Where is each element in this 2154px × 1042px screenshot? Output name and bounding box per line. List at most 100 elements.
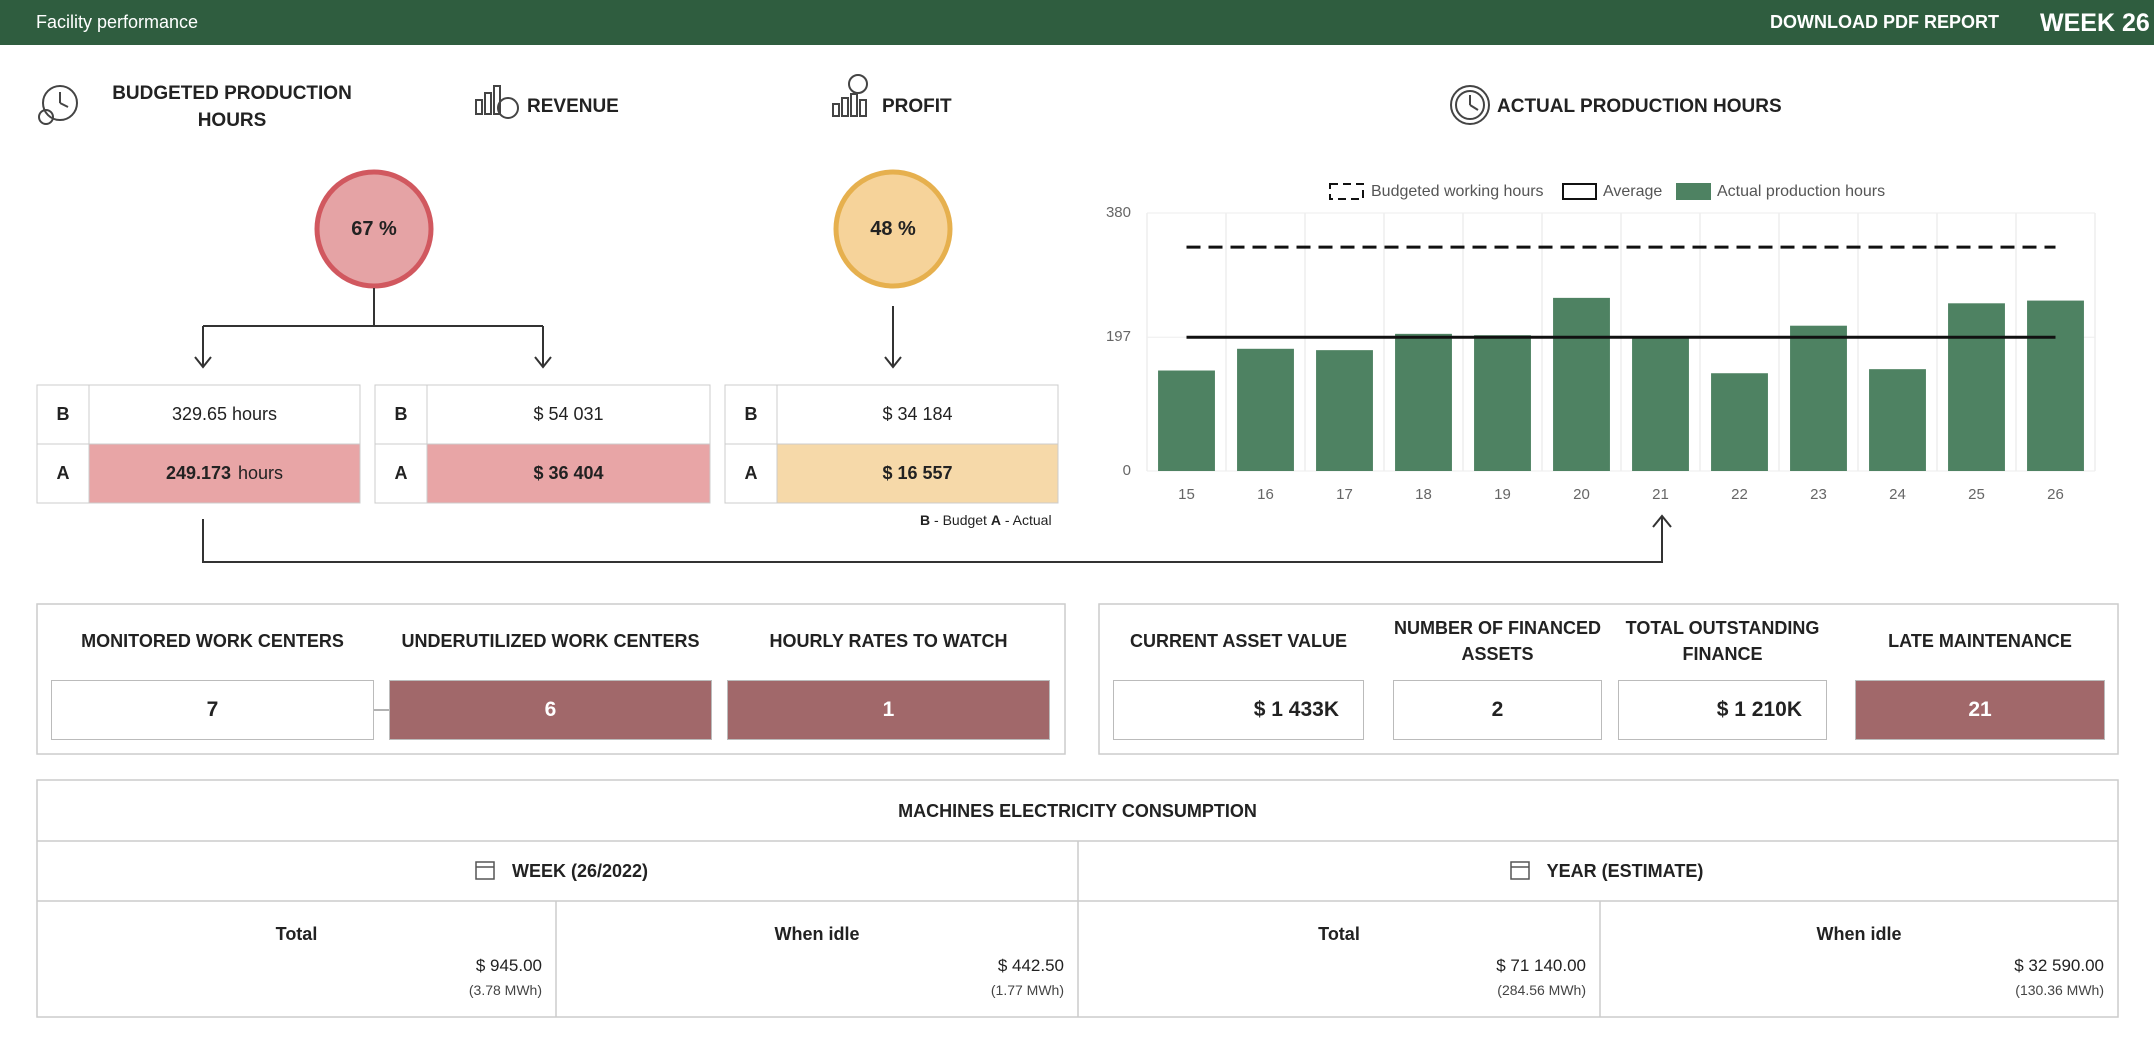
- kpi-title: PROFIT: [882, 96, 952, 117]
- table-cell: [36, 384, 90, 445]
- cell-value: $ 945.00: [475, 956, 542, 975]
- cell-energy: (130.36 MWh): [2015, 982, 2104, 998]
- bar: [1158, 370, 1215, 471]
- note-text: - Actual: [1004, 512, 1052, 528]
- x-tick-label: 20: [1573, 486, 1590, 503]
- row-key: B: [394, 404, 408, 424]
- table-cell: [776, 384, 1059, 445]
- note-text: - Budget: [934, 512, 987, 528]
- tile-title: UNDERUTILIZED WORK CENTERS: [401, 631, 700, 651]
- tile-value: 2: [1393, 680, 1602, 740]
- table-cell: [374, 443, 428, 504]
- note-key: B: [920, 512, 931, 528]
- x-tick-label: 25: [1968, 486, 1985, 503]
- header-bar: [0, 0, 2154, 45]
- bar: [1553, 297, 1610, 471]
- production-chart: 0 197 380 15 16 17 18 19 20 21 22 23 24 25 26 Budgeted …: [1106, 183, 2096, 503]
- actual-value: 249.173: [165, 463, 232, 483]
- cell-label: When idle: [1816, 924, 1902, 944]
- tile-value: 21: [1855, 680, 2105, 740]
- x-tick-label: 17: [1336, 486, 1353, 503]
- bar: [1474, 335, 1531, 471]
- tile-title: CURRENT ASSET VALUE: [1129, 631, 1347, 651]
- cell-label: Total: [275, 924, 318, 944]
- section-frames: [36, 603, 2119, 1018]
- cell-energy: (284.56 MWh): [1497, 982, 1586, 998]
- chart-title: ACTUAL PRODUCTION HOURS: [1497, 96, 1782, 117]
- tile-value: $ 1 433K: [1113, 680, 1364, 740]
- legend-label: Average: [1603, 183, 1662, 200]
- download-button[interactable]: DOWNLOAD PDF REPORT: [1770, 12, 1999, 32]
- cell-label: When idle: [774, 924, 860, 944]
- tile-title: NUMBER OF FINANCED ASSETS: [1394, 618, 1601, 664]
- x-tick-label: 15: [1178, 486, 1195, 503]
- tile-title: HOURLY RATES TO WATCH: [769, 631, 1008, 651]
- cell-energy: (1.77 MWh): [990, 982, 1064, 998]
- table-value: 329.65 hours: [171, 404, 278, 424]
- page-title: Facility performance: [36, 12, 199, 32]
- cell-label: Total: [1318, 924, 1360, 944]
- tile-title: MONITORED WORK CENTERS: [81, 631, 344, 651]
- row-key: B: [56, 404, 70, 424]
- bar: [1869, 369, 1926, 471]
- bar: [1790, 325, 1847, 471]
- bar: [1237, 348, 1294, 471]
- calendar-icons: [475, 861, 1530, 880]
- bar: [1948, 303, 2005, 471]
- table-cell: [426, 443, 711, 504]
- table-title: MACHINES ELECTRICITY CONSUMPTION: [898, 800, 1257, 821]
- legend-label: Actual production hours: [1717, 183, 1885, 200]
- row-key: A: [56, 463, 70, 483]
- tile-value: $ 1 210K: [1618, 680, 1827, 740]
- legend-note: B - Budget A - Actual: [920, 512, 1052, 528]
- tile-title: TOTAL OUTSTANDING FINANCE: [1625, 618, 1820, 664]
- x-tick-label: 23: [1810, 486, 1827, 503]
- table-cell: [426, 384, 711, 445]
- table-cell: [776, 443, 1059, 504]
- revenue-gauge: [314, 169, 434, 289]
- profit-gauge: [833, 169, 953, 289]
- gauge-label: 48 %: [870, 217, 916, 240]
- bar: [1395, 333, 1452, 471]
- bar: [1632, 336, 1689, 471]
- bar: [1316, 350, 1373, 471]
- legend-label: Budgeted working hours: [1371, 183, 1544, 200]
- row-key: A: [394, 463, 408, 483]
- table-value: $ 36 404: [427, 444, 710, 503]
- cell-value: $ 71 140.00: [1496, 956, 1586, 975]
- x-tick-label: 24: [1889, 486, 1906, 503]
- legend-swatch: [1329, 183, 1364, 200]
- gauge-label: 67 %: [351, 217, 397, 240]
- table-cell: [36, 443, 90, 504]
- actual-value: $ 36 404: [533, 463, 604, 483]
- actual-value: $ 16 557: [882, 463, 953, 483]
- flow-arrows: [194, 288, 1672, 563]
- table-value: 249.173 hours: [89, 444, 360, 503]
- cell-energy: (3.78 MWh): [468, 982, 542, 998]
- period-header: YEAR (ESTIMATE): [1546, 861, 1704, 881]
- period-header: WEEK (26/2022): [511, 861, 649, 881]
- kpi-title: BUDGETED PRODUCTION HOURS: [112, 83, 352, 131]
- x-tick-label: 18: [1415, 486, 1432, 503]
- unit: hours: [238, 463, 284, 483]
- bar: [2027, 300, 2084, 471]
- cell-value: $ 32 590.00: [2014, 956, 2104, 975]
- cell-value: $ 442.50: [997, 956, 1064, 975]
- x-tick-label: 21: [1652, 486, 1669, 503]
- tile-title: LATE MAINTENANCE: [1888, 631, 2072, 651]
- bar: [1711, 373, 1768, 471]
- table-cell: [88, 384, 361, 445]
- table-cell: [374, 384, 428, 445]
- week-label: WEEK 26: [2040, 9, 2150, 37]
- legend-swatch: [1676, 183, 1711, 200]
- tile-value: 1: [727, 680, 1050, 740]
- table-value: $ 54 031: [533, 404, 604, 424]
- table-cell: [88, 443, 361, 504]
- y-tick-label: 197: [1106, 328, 1131, 345]
- row-key: B: [744, 404, 758, 424]
- table-cell: [724, 443, 778, 504]
- tile-value: 6: [389, 680, 712, 740]
- note-key: A: [990, 512, 1001, 528]
